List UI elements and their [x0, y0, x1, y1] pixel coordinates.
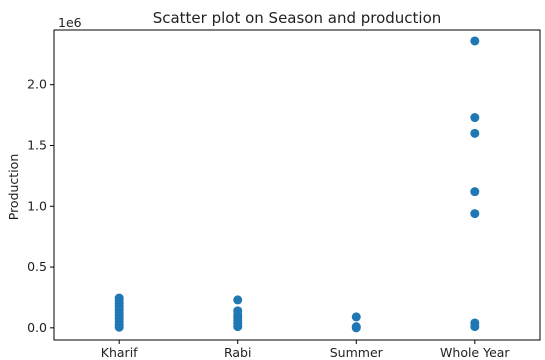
- y-tick-label: 0.0: [27, 320, 47, 335]
- y-tick-label: 1.5: [27, 137, 47, 152]
- data-point: [233, 295, 243, 305]
- chart-title: Scatter plot on Season and production: [153, 9, 442, 27]
- x-tick-label: Rabi: [224, 345, 251, 360]
- x-tick-label: Whole Year: [440, 345, 510, 360]
- y-axis-label: Production: [6, 154, 21, 221]
- data-point: [470, 113, 480, 123]
- data-point: [351, 312, 361, 322]
- data-point: [470, 36, 480, 46]
- data-point: [470, 322, 480, 332]
- data-point: [470, 209, 480, 219]
- y-tick-label: 2.0: [27, 77, 47, 92]
- data-point: [470, 128, 480, 138]
- plot-frame: [53, 29, 541, 341]
- x-axis: Kharif Rabi Summer Whole Year: [101, 340, 510, 360]
- x-tick-label: Summer: [330, 345, 384, 360]
- y-tick-label: 0.5: [27, 259, 47, 274]
- data-point: [114, 322, 124, 332]
- y-axis: 0.0 0.5 1.0 1.5 2.0: [27, 77, 54, 335]
- data-point: [351, 323, 361, 333]
- y-tick-label: 1.0: [27, 198, 47, 213]
- data-point: [470, 187, 480, 197]
- data-points: [114, 36, 480, 333]
- x-tick-label: Kharif: [101, 345, 138, 360]
- data-point: [233, 322, 243, 332]
- y-offset-label: 1e6: [58, 15, 82, 30]
